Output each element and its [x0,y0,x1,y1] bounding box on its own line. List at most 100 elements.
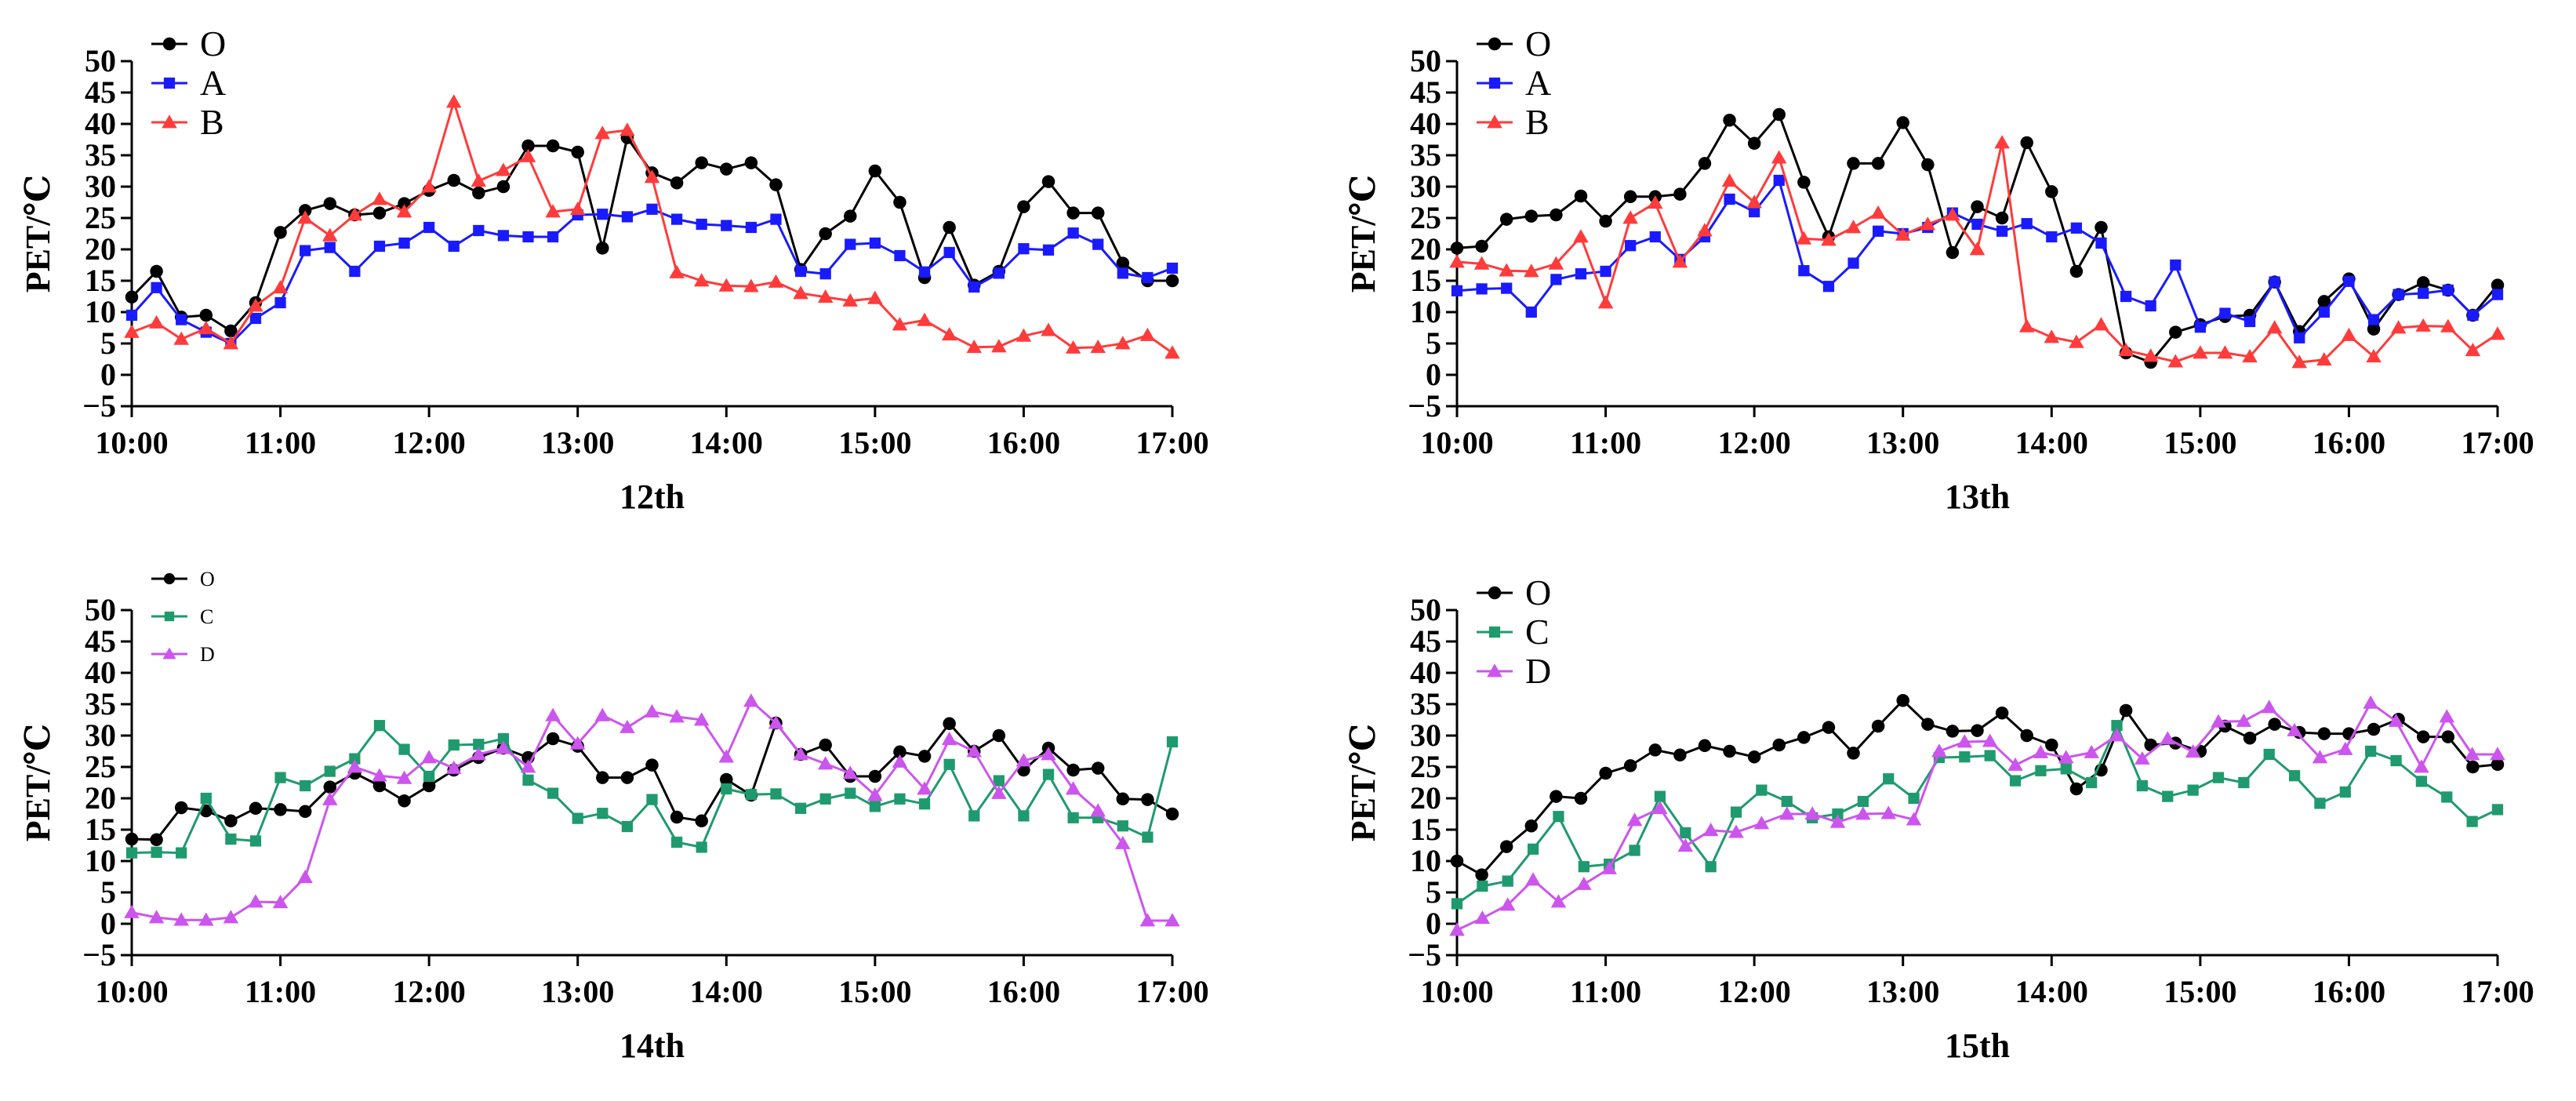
data-point [2294,332,2305,343]
data-point [1756,784,1768,796]
data-point [2193,345,2208,359]
data-point [819,793,831,805]
x-tick-label: 14:00 [690,974,763,1009]
data-point [274,803,287,816]
series-D [1449,695,2505,936]
y-tick-label: 40 [85,106,116,141]
data-point [867,290,883,304]
data-point [1527,843,1539,855]
x-tick-label: 16:00 [2313,425,2385,460]
y-axis-label: PET/℃ [19,724,57,842]
data-point [918,798,931,810]
data-point [1575,268,1587,280]
data-point [2365,745,2377,758]
data-point [819,738,832,752]
data-point [1042,244,1055,256]
x-tick-label: 15:00 [2164,974,2236,1009]
data-point [421,750,437,764]
data-point [644,169,660,184]
data-point [696,841,707,853]
y-axis-label: PET/℃ [19,175,57,293]
x-tick-label: 15:00 [838,974,911,1009]
legend-label: D [1525,651,1551,691]
data-point [2266,320,2283,334]
data-point [2044,329,2060,343]
data-point [1723,744,1736,758]
legend-item-A: A [1477,63,1551,103]
data-point [743,278,759,293]
data-point [1091,206,1105,220]
data-point [669,264,685,278]
y-tick-label: 15 [85,263,116,298]
y-tick-label: 35 [85,686,116,721]
data-point [721,783,732,795]
data-point [2366,349,2382,363]
data-point [1753,816,1770,830]
data-point [2441,730,2455,743]
panel-title: 14th [619,1027,685,1065]
data-point [597,209,609,220]
data-point [745,221,758,234]
x-tick-label: 11:00 [245,425,316,460]
data-point [423,221,435,234]
data-point [1626,812,1643,827]
data-point [1065,340,1081,354]
data-point [2045,185,2058,198]
data-point [1996,225,2008,237]
data-point [1622,210,1638,224]
data-point [869,801,881,812]
y-tick-label: 20 [85,780,116,816]
data-point [1165,807,1179,821]
data-point [1477,880,1488,892]
data-point [1041,747,1056,761]
y-tick-label: 25 [1410,200,1441,235]
data-point [2169,325,2182,339]
data-point [1880,805,1896,819]
y-tick-label: −5 [1408,388,1441,423]
data-point [1847,747,1860,760]
legend-item-O: O [151,568,215,590]
legend-label: A [200,63,226,103]
legend-item-C: C [151,605,213,628]
data-point [2291,354,2307,369]
data-point [2269,276,2280,288]
x-tick-label: 10:00 [95,425,168,460]
data-point [597,808,609,819]
data-point [2312,750,2328,764]
data-point [1921,718,1935,731]
y-tick-label: 10 [85,294,116,329]
y-tick-label: 20 [1410,780,1441,816]
data-point [471,747,487,761]
data-point [2020,136,2033,150]
data-point [2045,738,2058,752]
data-point [721,220,732,231]
data-point [2069,334,2084,348]
data-point [966,340,982,354]
data-point [1772,107,1786,122]
data-point [150,264,163,278]
data-point [1957,734,1973,748]
data-point [1115,835,1131,849]
data-point [472,186,485,200]
data-point [2317,727,2331,740]
legend-item-C: C [1477,612,1550,652]
data-point [248,298,263,312]
data-point [1672,254,1688,268]
data-point [1449,254,1465,268]
y-tick-label: 25 [85,749,116,784]
data-point [2219,307,2231,319]
data-point [594,125,611,140]
data-point [1971,218,1983,231]
data-point [396,770,412,784]
data-point [1982,733,1998,747]
data-point [423,770,435,783]
series-D [124,693,1180,927]
data-point [943,246,955,259]
data-point [1649,231,1661,243]
y-tick-label: 5 [1426,874,1441,910]
y-tick-label: 15 [1410,263,1441,298]
data-point [941,327,957,341]
data-point [1969,242,1986,256]
